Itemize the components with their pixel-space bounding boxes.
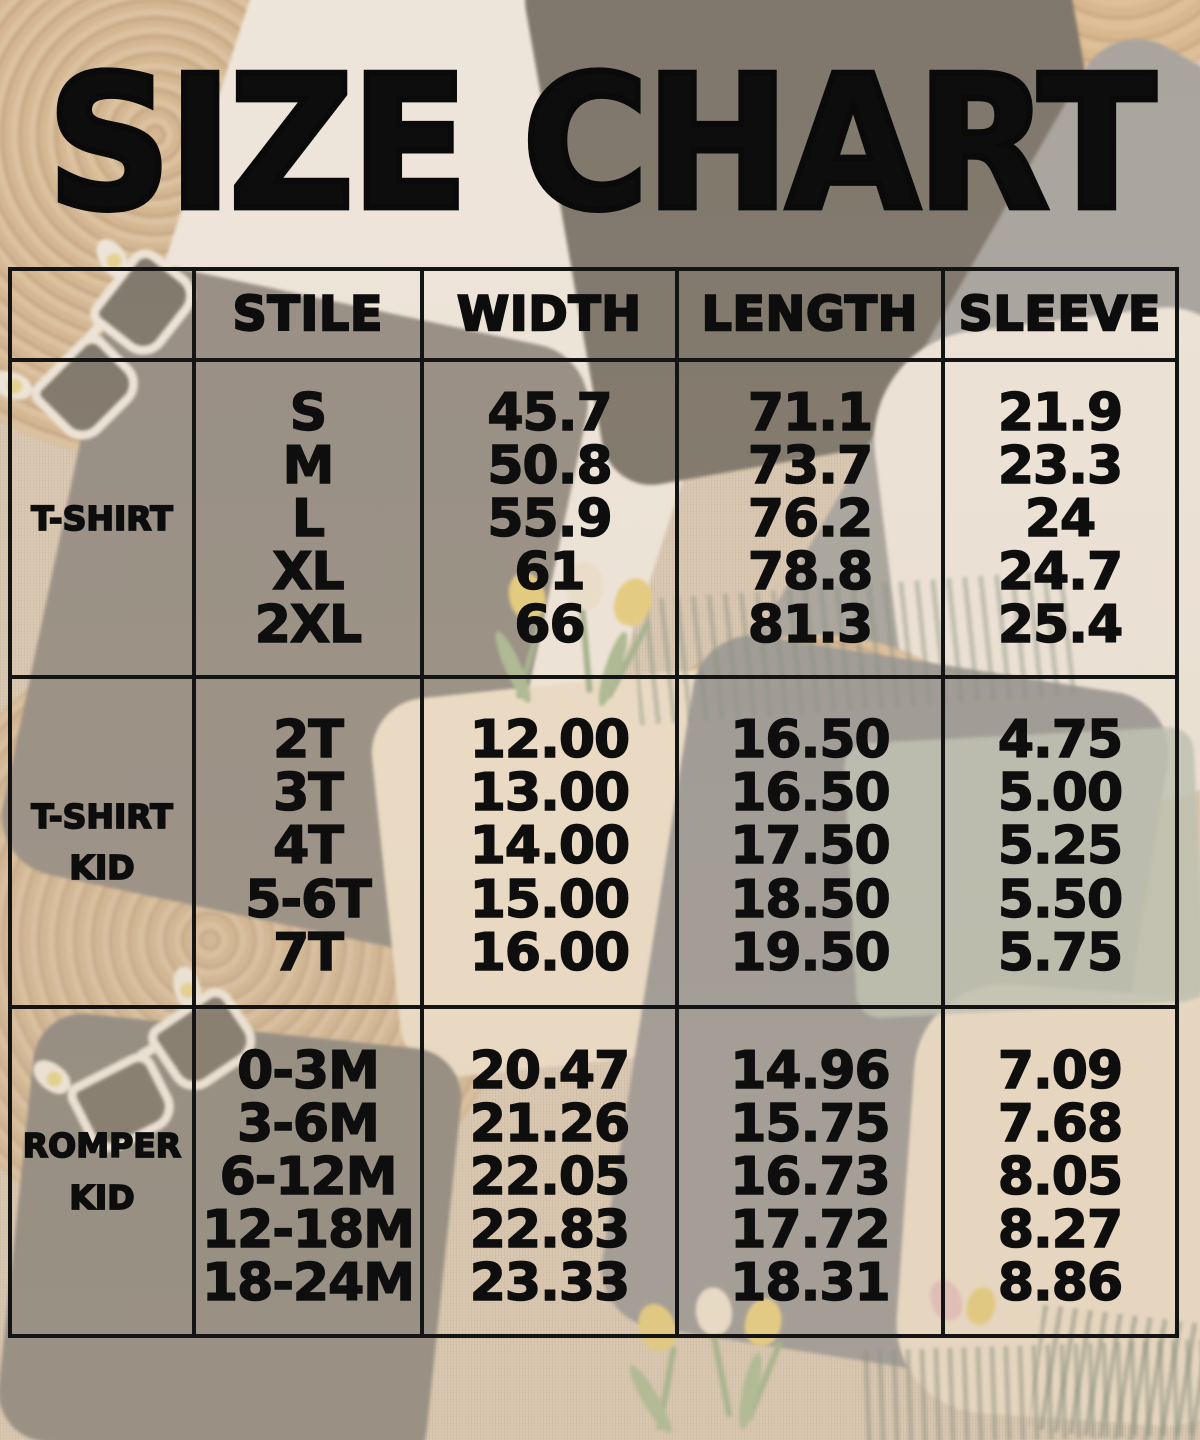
size-value: 2XL [254,595,363,656]
section-romper-kid: ROMPER KID 0-3M 3-6M 6-12M 12-18M 18-24M… [12,1005,1175,1334]
sleeve-value: 8.05 [997,1146,1124,1207]
length-value: 18.31 [729,1253,891,1314]
header-empty-cell [12,271,192,358]
length-value: 19.50 [729,922,891,983]
size-table: STILE WIDTH LENGTH SLEEVE T-SHIRT S M L … [8,267,1179,1338]
size-value: L [291,488,326,549]
column-header: STILE [232,286,384,343]
width-value: 14.00 [469,816,631,877]
width-value: 13.00 [469,763,631,824]
width-value: 61 [514,542,587,603]
size-value: 12-18M [201,1200,416,1261]
section-label: T-SHIRT [30,498,173,539]
width-value: 20.47 [469,1040,631,1101]
width-value: 22.83 [469,1200,631,1261]
width-value: 16.00 [469,922,631,983]
size-value: 7T [272,922,344,983]
length-value: 81.3 [747,595,874,656]
width-value: 50.8 [487,435,614,496]
sleeve-value: 7.68 [997,1093,1124,1154]
width-value: 15.00 [469,869,631,930]
section-label: T-SHIRT KID [30,796,173,888]
length-value: 71.1 [747,382,874,443]
sleeve-value: 24 [1024,488,1097,549]
sleeve-value: 7.09 [997,1040,1124,1101]
length-value: 73.7 [747,435,874,496]
size-value: 3-6M [236,1093,380,1154]
header-sleeve: SLEEVE [941,271,1175,358]
size-value: XL [272,542,346,603]
sleeve-value: 21.9 [997,382,1124,443]
width-value: 66 [514,595,587,656]
length-value: 76.2 [747,488,874,549]
size-value: 18-24M [201,1253,416,1314]
column-header: LENGTH [701,286,919,343]
sleeve-value: 8.27 [997,1200,1124,1261]
length-value: 16.73 [729,1146,891,1207]
sleeve-value: 8.86 [997,1253,1124,1314]
section-tshirt: T-SHIRT S M L XL 2XL 45.7 50.8 55.9 61 6… [12,358,1175,675]
sleeve-value: 24.7 [997,542,1124,603]
width-column: 12.00 13.00 14.00 15.00 16.00 [420,679,675,1005]
width-value: 21.26 [469,1093,631,1154]
stile-column: 2T 3T 4T 5-6T 7T [192,679,420,1005]
size-value: 2T [272,710,344,771]
header-stile: STILE [192,271,420,358]
stile-column: S M L XL 2XL [192,362,420,675]
sleeve-value: 5.25 [997,816,1124,877]
sleeve-value: 23.3 [997,435,1124,496]
size-value: S [289,382,328,443]
sleeve-value: 25.4 [997,595,1124,656]
size-value: M [282,435,335,496]
sleeve-column: 21.9 23.3 24 24.7 25.4 [941,362,1175,675]
length-value: 17.50 [729,816,891,877]
length-column: 14.96 15.75 16.73 17.72 18.31 [675,1009,941,1334]
length-column: 71.1 73.7 76.2 78.8 81.3 [675,362,941,675]
table-header-row: STILE WIDTH LENGTH SLEEVE [12,271,1175,358]
section-label: ROMPER KID [22,1125,182,1217]
width-value: 45.7 [487,382,614,443]
header-length: LENGTH [675,271,941,358]
section-label-cell: T-SHIRT KID [12,679,192,1005]
size-value: 6-12M [219,1146,398,1207]
sleeve-column: 4.75 5.00 5.25 5.50 5.75 [941,679,1175,1005]
section-label-cell: ROMPER KID [12,1009,192,1334]
sleeve-column: 7.09 7.68 8.05 8.27 8.86 [941,1009,1175,1334]
length-value: 16.50 [729,710,891,771]
page-title: SIZE CHART [44,35,1158,252]
length-column: 16.50 16.50 17.50 18.50 19.50 [675,679,941,1005]
length-value: 78.8 [747,542,874,603]
width-value: 55.9 [487,488,614,549]
length-value: 17.72 [729,1200,891,1261]
header-width: WIDTH [420,271,675,358]
width-column: 45.7 50.8 55.9 61 66 [420,362,675,675]
stile-column: 0-3M 3-6M 6-12M 12-18M 18-24M [192,1009,420,1334]
section-tshirt-kid: T-SHIRT KID 2T 3T 4T 5-6T 7T 12.00 13.00… [12,675,1175,1005]
sleeve-value: 5.00 [997,763,1124,824]
width-column: 20.47 21.26 22.05 22.83 23.33 [420,1009,675,1334]
size-value: 5-6T [245,869,373,930]
sleeve-value: 5.75 [997,922,1124,983]
width-value: 23.33 [469,1253,631,1314]
column-header: SLEEVE [958,286,1162,343]
width-value: 12.00 [469,710,631,771]
length-value: 15.75 [729,1093,891,1154]
length-value: 16.50 [729,763,891,824]
size-value: 4T [272,816,344,877]
section-label-cell: T-SHIRT [12,362,192,675]
size-value: 3T [272,763,344,824]
sleeve-value: 5.50 [997,869,1124,930]
length-value: 14.96 [729,1040,891,1101]
column-header: WIDTH [456,286,642,343]
size-value: 0-3M [236,1040,380,1101]
sleeve-value: 4.75 [997,710,1124,771]
tulip-bouquet-icon [465,562,705,720]
length-value: 18.50 [729,869,891,930]
width-value: 22.05 [469,1146,631,1207]
